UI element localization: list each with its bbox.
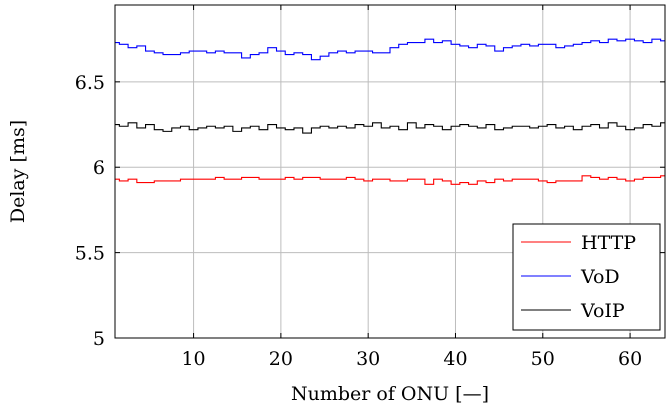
- series-line-vod: [115, 38, 665, 61]
- y-axis-label: Delay [ms]: [7, 120, 29, 223]
- y-tick-label: 5.5: [75, 243, 105, 265]
- x-axis-label: Number of ONU [—]: [291, 383, 489, 405]
- x-tick-label: 30: [356, 348, 380, 370]
- series-line-http: [115, 175, 665, 185]
- y-tick-label: 6.5: [75, 72, 105, 94]
- legend-label-vod: VoD: [580, 266, 620, 288]
- legend-label-voip: VoIP: [580, 300, 625, 322]
- x-tick-label: 40: [443, 348, 467, 370]
- series-line-voip: [115, 122, 665, 134]
- x-tick-label: 20: [269, 348, 293, 370]
- legend: HTTP VoD VoIP: [512, 223, 661, 331]
- x-tick-label: 10: [181, 348, 205, 370]
- axis-ticks: 10 20 30 40 50 60 5 5.5 6 6.5: [75, 5, 665, 370]
- y-tick-label: 6: [93, 157, 105, 179]
- legend-label-http: HTTP: [581, 232, 636, 254]
- series-layer: [115, 38, 665, 185]
- x-tick-label: 60: [618, 348, 642, 370]
- plot-area-frame: [114, 4, 666, 339]
- x-tick-label: 50: [531, 348, 555, 370]
- y-tick-label: 5: [93, 328, 105, 350]
